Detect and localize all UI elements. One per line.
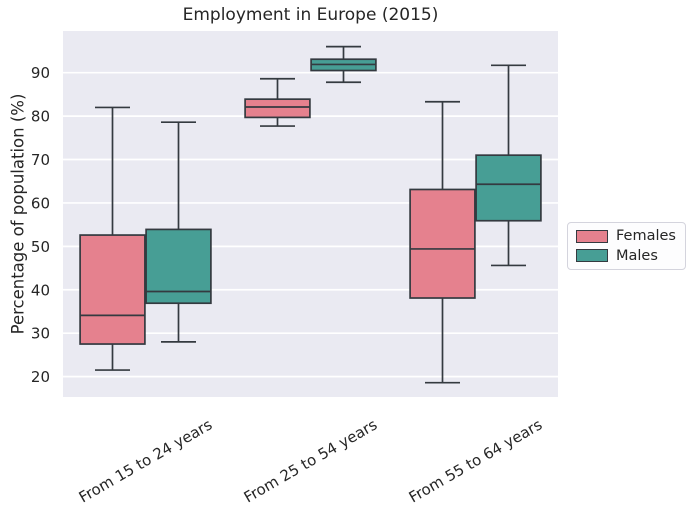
chart-title: Employment in Europe (2015) [182,5,439,25]
legend-swatch-males [576,249,608,263]
legend-item-females: Females [576,229,677,244]
legend-swatch-females [576,229,608,243]
y-tick-label-80: 80 [31,108,50,126]
legend-item-males: Males [576,247,677,264]
y-tick-label-60: 60 [31,194,50,212]
y-tick-label-70: 70 [31,151,50,169]
y-tick-label-50: 50 [31,238,50,256]
box-males-group3 [475,154,542,222]
x-tick-label-0: From 15 to 24 years [76,415,216,506]
box-females-group3 [409,188,476,299]
y-tick-label-40: 40 [31,281,50,299]
box-females-group2 [244,98,311,119]
legend-label-females: Females [616,228,676,244]
legend-label-males: Males [616,247,658,264]
y-tick-label-90: 90 [31,64,50,82]
box-females-group1 [79,234,146,345]
y-tick-label-20: 20 [31,368,50,386]
x-tick-label-2: From 55 to 64 years [406,415,546,506]
x-tick-label-1: From 25 to 54 years [241,415,381,506]
y-tick-label-30: 30 [31,325,50,343]
legend: Females Males [567,222,686,270]
